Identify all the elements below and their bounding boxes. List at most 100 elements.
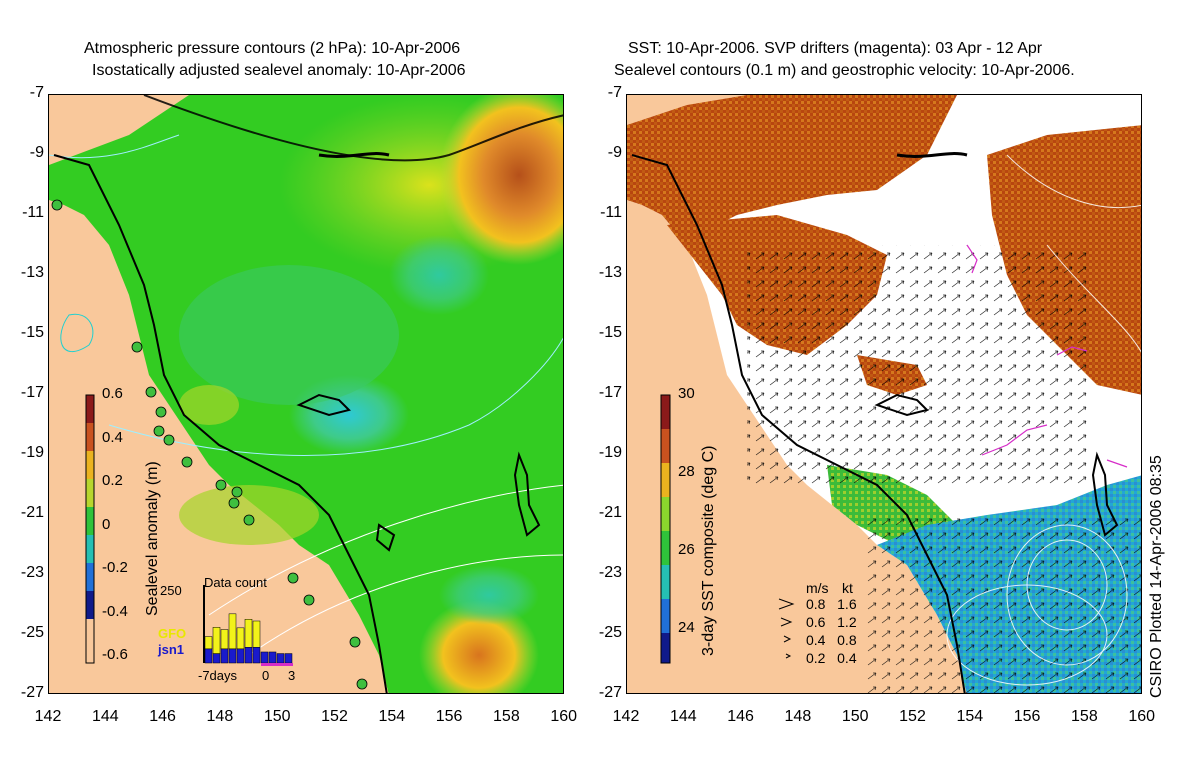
x-tick-label: 144	[91, 708, 119, 725]
data-count-gfo-bar	[212, 627, 221, 654]
svp-drifter-tracks	[966, 244, 1128, 468]
colorbar-tick-label: 0	[102, 515, 111, 533]
y-tick-label: -19	[20, 444, 44, 461]
tide-gauge-markers	[51, 199, 368, 690]
y-tick-label: -23	[598, 564, 622, 581]
data-count-inset	[203, 585, 293, 666]
y-tick-label: -21	[20, 504, 44, 521]
data-count-x-zero: 0	[262, 668, 270, 683]
data-count-gfo-label: GFO	[158, 626, 187, 641]
velocity-legend-row: 0.8 1.6	[806, 596, 857, 612]
y-tick-label: -19	[598, 444, 622, 461]
data-count-max-tick: 250	[160, 583, 182, 598]
data-count-forecast-marker	[261, 663, 293, 666]
colorbar-tick-label: 0.4	[102, 428, 123, 446]
x-tick-label: 160	[1128, 708, 1156, 725]
velocity-legend-row: 0.4 0.8	[806, 632, 857, 648]
left-map-title-line1: Atmospheric pressure contours (2 hPa): 1…	[84, 40, 461, 57]
y-tick-label: -11	[22, 204, 44, 221]
left-map-title-line2: Isostatically adjusted sealevel anomaly:…	[92, 62, 466, 79]
data-count-jsn1-bar	[212, 653, 221, 664]
data-count-jsn1-bar	[276, 653, 285, 664]
y-tick-label: -25	[598, 624, 622, 641]
velocity-legend-arrows	[778, 598, 795, 659]
y-tick-label: -11	[600, 204, 622, 221]
data-count-jsn1-bar	[268, 651, 277, 664]
y-tick-label: -15	[598, 324, 622, 341]
y-tick-label: -7	[29, 84, 44, 101]
high-anomaly-south	[419, 600, 539, 693]
y-tick-label: -27	[598, 684, 622, 701]
sst-map	[626, 94, 1142, 694]
y-tick-label: -9	[29, 144, 44, 161]
x-tick-label: 142	[34, 708, 62, 725]
right-map-title-line1: SST: 10-Apr-2006. SVP drifters (magenta)…	[628, 40, 1043, 57]
data-count-jsn1-bar	[228, 648, 237, 664]
x-tick-label: 148	[206, 708, 234, 725]
sst-colorbar	[660, 394, 671, 664]
colorbar-tick-label: 0.6	[102, 385, 123, 402]
data-count-jsn1-bar	[204, 648, 213, 664]
x-tick-label: 146	[149, 708, 176, 725]
data-count-gfo-bar	[228, 613, 237, 650]
x-tick-label: 148	[784, 708, 812, 725]
velocity-legend-row: 0.2 0.4	[806, 650, 857, 666]
data-count-jsn1-label: jsn1	[158, 642, 185, 657]
x-tick-label: 146	[727, 708, 754, 725]
sealevel-colorbar	[85, 394, 95, 664]
data-count-gfo-bar	[236, 627, 245, 650]
x-tick-label: 150	[263, 708, 291, 725]
x-tick-label: 154	[378, 708, 406, 725]
sst-warm-north	[627, 95, 957, 245]
data-count-y-axis	[203, 585, 205, 663]
y-tick-label: -27	[20, 684, 44, 701]
high-anomaly-north	[439, 95, 563, 265]
data-count-jsn1-bar	[252, 647, 261, 664]
x-tick-label: 160	[550, 708, 578, 725]
data-count-x-end: 3	[288, 668, 296, 683]
plot-credit: CSIRO Plotted 14-Apr-2006 08:35	[1148, 455, 1165, 698]
data-count-gfo-bar	[220, 629, 229, 650]
y-tick-label: -15	[20, 324, 44, 341]
y-tick-label: -25	[20, 624, 44, 641]
x-tick-label: 156	[435, 708, 463, 725]
data-count-gfo-bar	[244, 619, 253, 648]
data-count-jsn1-bar	[236, 648, 245, 664]
colorbar-tick-label: 26	[678, 541, 695, 558]
colorbar-tick-label: -0.4	[102, 602, 128, 620]
y-tick-label: -17	[20, 384, 44, 401]
data-count-jsn1-bar	[260, 651, 269, 664]
y-tick-label: -13	[598, 264, 622, 281]
x-tick-label: 152	[899, 708, 926, 725]
x-tick-label: 150	[841, 708, 869, 725]
data-count-x-start: -7days	[198, 668, 238, 683]
velocity-legend-kt-header: kt	[842, 580, 853, 596]
data-count-title: Data count	[204, 575, 267, 590]
data-count-jsn1-bar	[284, 653, 293, 664]
data-count-jsn1-bar	[220, 648, 229, 664]
x-tick-label: 156	[1013, 708, 1041, 725]
data-count-jsn1-bar	[244, 647, 253, 664]
colorbar-tick-label: 28	[678, 463, 695, 480]
x-tick-label: 154	[956, 708, 984, 725]
x-tick-label: 142	[612, 708, 640, 725]
velocity-legend-row: 0.6 1.2	[806, 614, 857, 630]
x-tick-label: 158	[493, 708, 520, 725]
velocity-legend-ms-header: m/s	[806, 580, 829, 596]
colorbar-tick-label: 24	[678, 619, 695, 636]
right-map-title-line2: Sealevel contours (0.1 m) and geostrophi…	[614, 62, 1075, 79]
y-tick-label: -23	[20, 564, 44, 581]
y-tick-label: -7	[607, 84, 622, 101]
colorbar-tick-label: -0.6	[102, 646, 128, 663]
y-tick-label: -13	[20, 264, 44, 281]
y-tick-label: -9	[607, 144, 622, 161]
sealevel-anomaly-map	[48, 94, 564, 694]
colorbar-tick-label: 30	[678, 385, 695, 402]
y-tick-label: -17	[598, 384, 622, 401]
sst-colorbar-label: 3-day SST composite (deg C)	[700, 445, 717, 656]
x-tick-label: 152	[321, 708, 348, 725]
data-count-gfo-bar	[204, 636, 213, 650]
x-tick-label: 144	[669, 708, 697, 725]
data-count-gfo-bar	[252, 620, 261, 648]
colorbar-tick-label: -0.2	[102, 559, 128, 576]
